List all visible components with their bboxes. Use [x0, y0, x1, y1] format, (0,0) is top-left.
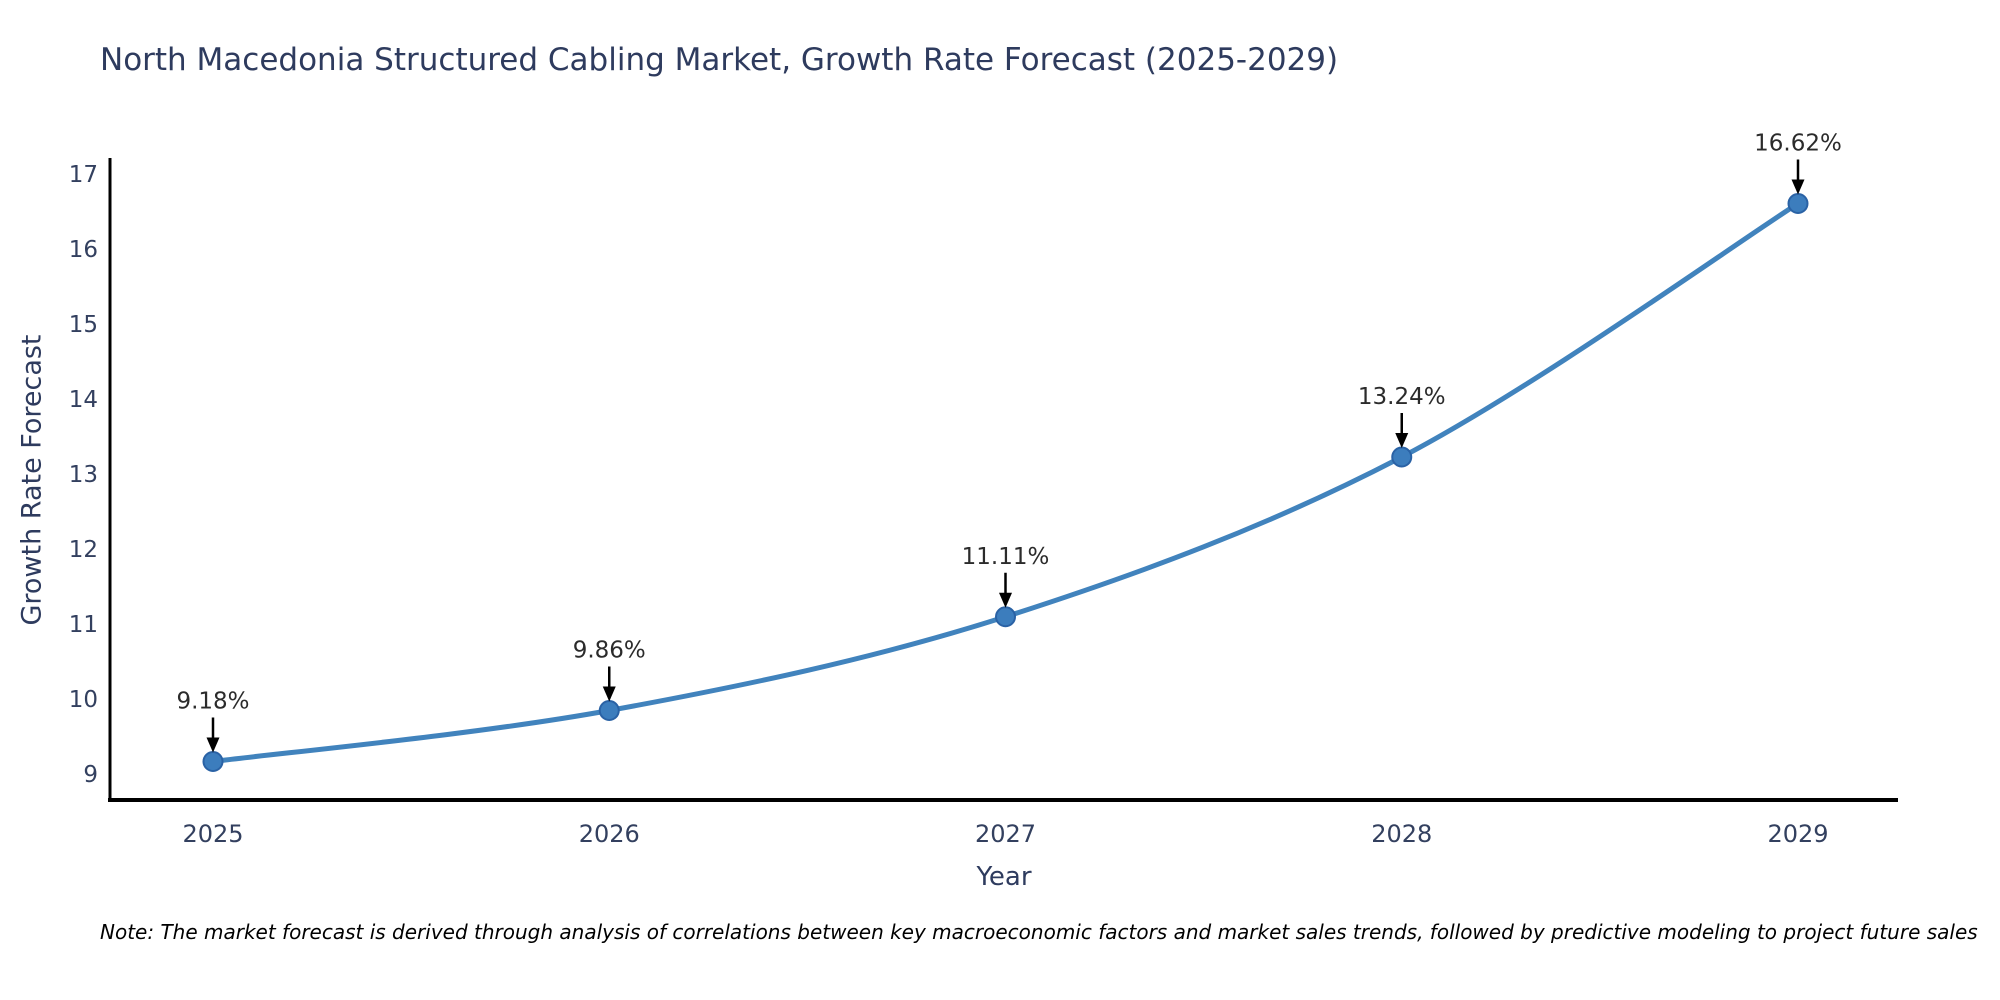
x-tick-label: 2025	[182, 820, 243, 848]
data-point-label: 9.86%	[573, 638, 646, 664]
data-point-label: 13.24%	[1358, 384, 1446, 410]
data-point-marker	[1391, 446, 1413, 468]
data-point-marker	[995, 606, 1016, 628]
footnote: Note: The market forecast is derived thr…	[100, 920, 1978, 944]
y-tick-label: 15	[69, 312, 98, 338]
x-tick-label: 2027	[975, 820, 1036, 848]
trend-line	[210, 201, 1801, 764]
y-tick-label: 13	[69, 462, 98, 488]
data-point-label: 16.62%	[1754, 131, 1842, 157]
annotation-arrowhead	[1791, 179, 1805, 195]
x-tick-label: 2026	[579, 820, 640, 848]
annotation-arrowhead	[206, 737, 220, 753]
y-tick-label: 17	[69, 162, 98, 188]
data-point-label: 11.11%	[962, 544, 1050, 570]
annotation-arrowhead	[999, 592, 1012, 608]
x-axis-title: Year	[976, 862, 1032, 892]
data-point-marker	[598, 700, 620, 721]
chart-title: North Macedonia Structured Cabling Marke…	[100, 42, 1339, 78]
annotation-arrowhead	[1395, 433, 1409, 448]
data-point-marker	[202, 751, 224, 772]
data-point-label: 9.18%	[176, 689, 249, 715]
x-tick-label: 2028	[1371, 820, 1432, 848]
y-tick-label: 9	[83, 762, 98, 788]
x-tick-label: 2029	[1767, 820, 1828, 848]
y-tick-label: 16	[69, 237, 98, 263]
y-tick-label: 10	[69, 687, 98, 713]
annotation-arrowhead	[602, 686, 616, 702]
y-tick-label: 14	[69, 387, 98, 413]
y-tick-label: 12	[69, 537, 98, 563]
y-tick-label: 11	[69, 612, 98, 638]
data-point-marker	[1787, 193, 1809, 214]
